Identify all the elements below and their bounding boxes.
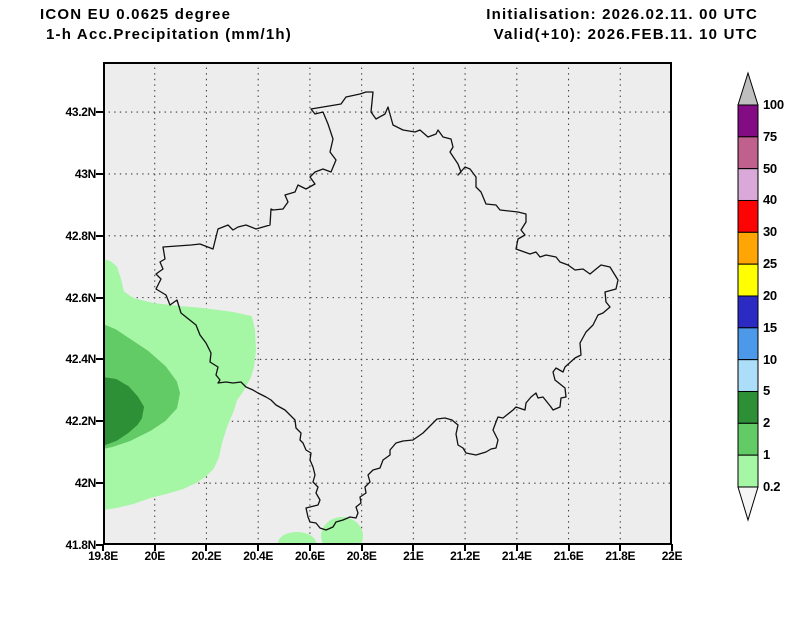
x-tick-label: 21.6E xyxy=(553,549,584,563)
colorbar-segment-75-100 xyxy=(737,104,759,138)
x-tick-mark xyxy=(567,544,570,551)
colorbar-segment-15-20 xyxy=(737,295,759,329)
kosovo-border-outline xyxy=(155,91,619,531)
colorbar-level-label: 25 xyxy=(763,256,777,272)
y-tick-label: 42.4N xyxy=(65,352,96,367)
y-tick-mark xyxy=(96,544,103,546)
colorbar-level-label: 5 xyxy=(763,383,770,399)
colorbar-segment-1-2 xyxy=(737,422,759,456)
x-tick-mark xyxy=(464,544,467,551)
y-tick-mark xyxy=(96,358,103,361)
y-tick-label: 42N xyxy=(74,476,96,491)
x-tick-mark xyxy=(360,544,363,551)
x-tick-label: 21.4E xyxy=(501,549,532,563)
colorbar-segment-30-40 xyxy=(737,199,759,233)
y-tick-mark xyxy=(96,234,103,237)
x-tick-label: 20.4E xyxy=(243,549,274,563)
map-plot xyxy=(103,62,672,545)
y-tick-label: 43.2N xyxy=(65,105,96,120)
colorbar-segment-0.2-1 xyxy=(737,454,759,488)
model-title: ICON EU 0.0625 degree xyxy=(40,6,232,23)
colorbar xyxy=(737,71,759,522)
colorbar-segment-25-30 xyxy=(737,231,759,265)
x-tick-label: 20.8E xyxy=(346,549,377,563)
colorbar-level-label: 10 xyxy=(763,351,777,367)
colorbar-over-arrow xyxy=(737,71,759,106)
x-tick-mark xyxy=(205,544,208,551)
x-tick-mark xyxy=(308,544,311,551)
y-tick-mark xyxy=(96,111,103,114)
colorbar-segment-40-50 xyxy=(737,168,759,201)
x-tick-mark xyxy=(102,544,104,551)
precip-area-0.2-1mm xyxy=(321,517,363,545)
colorbar-segment-5-10 xyxy=(737,359,759,392)
colorbar-level-label: 15 xyxy=(763,319,777,335)
colorbar-level-label: 40 xyxy=(763,192,777,208)
y-tick-mark xyxy=(96,420,103,423)
colorbar-level-label: 2 xyxy=(763,415,770,431)
colorbar-level-label: 20 xyxy=(763,287,777,303)
plot-frame xyxy=(103,62,672,545)
colorbar-level-label: 100 xyxy=(763,97,784,112)
x-tick-mark xyxy=(671,544,673,551)
init-time-label: Initialisation: 2026.02.11. 00 UTC xyxy=(486,6,758,23)
x-tick-label: 22E xyxy=(661,549,683,563)
product-title: 1-h Acc.Precipitation (mm/1h) xyxy=(46,26,292,43)
x-tick-label: 21E xyxy=(403,549,424,563)
y-tick-label: 42.2N xyxy=(65,414,96,429)
precip-area-0.2-1mm xyxy=(103,259,256,510)
x-tick-mark xyxy=(412,544,415,551)
colorbar-segment-50-75 xyxy=(737,136,759,170)
colorbar-level-label: 0.2 xyxy=(763,478,781,494)
y-tick-mark xyxy=(96,296,103,299)
colorbar-segment-10-15 xyxy=(737,327,759,361)
y-tick-mark xyxy=(96,172,103,175)
y-tick-label: 42.8N xyxy=(65,228,96,243)
x-tick-mark xyxy=(515,544,518,551)
colorbar-level-label: 1 xyxy=(763,447,770,463)
colorbar-level-label: 75 xyxy=(763,128,777,144)
colorbar-level-label: 50 xyxy=(763,160,777,176)
y-tick-label: 43N xyxy=(74,166,96,181)
x-tick-label: 20E xyxy=(144,549,165,563)
colorbar-under-arrow xyxy=(737,486,759,522)
y-tick-label: 42.6N xyxy=(65,290,96,305)
x-tick-label: 20.6E xyxy=(294,549,325,563)
x-tick-mark xyxy=(257,544,260,551)
x-tick-label: 20.2E xyxy=(191,549,222,563)
x-tick-label: 21.8E xyxy=(605,549,636,563)
x-tick-mark xyxy=(153,544,156,551)
colorbar-segment-20-25 xyxy=(737,263,759,297)
y-tick-label: 41.8N xyxy=(65,538,96,552)
x-tick-label: 19.8E xyxy=(88,549,118,563)
colorbar-level-label: 30 xyxy=(763,224,777,240)
valid-time-label: Valid(+10): 2026.FEB.11. 10 UTC xyxy=(493,26,758,43)
precip-area-0.2-1mm xyxy=(278,532,316,545)
x-tick-label: 21.2E xyxy=(450,549,481,563)
colorbar-segment-2-5 xyxy=(737,390,759,424)
precip-area-2-5mm xyxy=(103,377,144,446)
x-tick-mark xyxy=(619,544,622,551)
y-tick-mark xyxy=(96,482,103,485)
